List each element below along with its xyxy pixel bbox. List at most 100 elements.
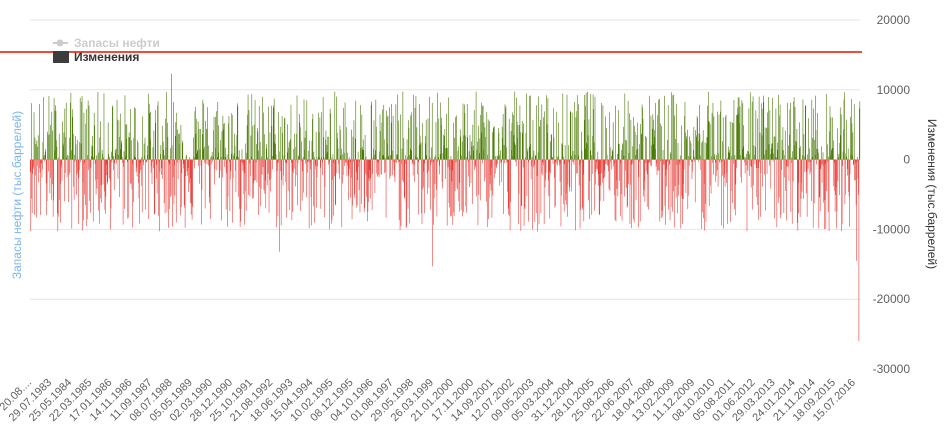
change-bar xyxy=(335,159,337,206)
change-bar xyxy=(55,110,57,160)
change-bar xyxy=(229,159,230,162)
change-bar xyxy=(356,159,357,172)
change-bar xyxy=(590,94,592,160)
change-bar xyxy=(158,159,160,162)
change-bar xyxy=(693,126,695,160)
change-bar xyxy=(216,157,218,160)
change-bar xyxy=(407,157,408,160)
change-bar xyxy=(414,107,416,160)
change-bar xyxy=(842,151,844,160)
change-bar xyxy=(769,110,771,160)
change-bar xyxy=(330,157,332,160)
change-bar xyxy=(401,148,403,160)
change-bar xyxy=(288,147,289,160)
change-bar xyxy=(248,110,250,160)
change-bar xyxy=(799,159,801,217)
change-bar xyxy=(631,159,632,229)
change-bar xyxy=(377,159,378,162)
change-bar xyxy=(256,144,257,160)
change-bar xyxy=(492,132,493,160)
change-bar xyxy=(609,159,611,192)
change-bar xyxy=(161,159,163,169)
change-bar xyxy=(541,104,543,160)
change-bar xyxy=(455,117,456,160)
change-bar xyxy=(610,147,612,160)
change-bar xyxy=(762,159,763,187)
change-bar xyxy=(661,159,663,211)
legend-item-changes[interactable]: Изменения xyxy=(53,50,139,64)
change-bar xyxy=(278,112,279,160)
change-bar xyxy=(301,159,303,201)
change-bar xyxy=(382,109,383,160)
change-bar xyxy=(719,159,720,162)
change-bar xyxy=(534,155,536,160)
change-bar xyxy=(643,159,644,197)
change-bar xyxy=(747,150,748,160)
change-bar xyxy=(623,126,624,160)
change-bar xyxy=(856,159,858,163)
change-bar xyxy=(714,156,715,160)
change-bar xyxy=(696,116,698,160)
change-bar xyxy=(226,159,227,174)
change-bar xyxy=(124,95,126,160)
change-bar xyxy=(136,159,137,168)
change-bar xyxy=(708,159,710,207)
change-bar xyxy=(769,159,770,166)
change-bar xyxy=(102,153,103,160)
change-bar xyxy=(175,159,177,223)
change-bar xyxy=(488,159,490,198)
change-bar xyxy=(363,159,365,213)
change-bar xyxy=(450,156,452,160)
change-bar xyxy=(337,148,339,160)
change-bar xyxy=(37,135,39,160)
change-bar xyxy=(722,117,724,160)
change-bar xyxy=(833,159,835,163)
change-bar xyxy=(661,126,662,160)
change-bar xyxy=(324,159,326,187)
change-bar xyxy=(518,159,520,195)
change-bar xyxy=(418,159,420,162)
change-bar xyxy=(830,117,832,160)
legend-swatch-icon xyxy=(53,51,69,63)
change-bar xyxy=(788,159,790,181)
change-bar xyxy=(174,159,176,196)
change-bar xyxy=(612,122,614,160)
change-bar xyxy=(601,159,603,175)
change-bar xyxy=(765,149,767,160)
change-bar xyxy=(649,95,650,160)
change-bar xyxy=(302,159,303,172)
change-bar xyxy=(511,149,512,160)
change-bar xyxy=(238,150,240,160)
change-bar xyxy=(408,128,410,160)
change-bar xyxy=(79,97,81,160)
change-bar xyxy=(839,159,840,196)
change-bar xyxy=(528,159,529,222)
change-bar xyxy=(655,102,656,160)
change-bar xyxy=(49,134,50,160)
change-bar xyxy=(632,159,634,220)
change-bar xyxy=(849,159,851,175)
change-bar xyxy=(625,139,627,160)
change-bar xyxy=(839,143,841,160)
change-bar xyxy=(803,159,804,199)
change-bar xyxy=(61,159,63,181)
change-bar xyxy=(421,159,422,214)
legend-label-stock: Запасы нефти xyxy=(74,36,160,50)
change-bar xyxy=(677,159,678,214)
change-bar xyxy=(397,159,399,163)
change-bar xyxy=(680,155,681,160)
change-bar xyxy=(607,159,608,166)
change-bar xyxy=(98,152,100,160)
change-bar xyxy=(297,159,298,206)
change-bar xyxy=(809,148,810,160)
change-bar xyxy=(668,159,669,210)
change-bar xyxy=(254,159,255,181)
change-bar xyxy=(160,154,161,160)
change-bar xyxy=(178,144,180,160)
change-bar xyxy=(286,152,288,160)
change-bar xyxy=(843,99,845,160)
change-bar xyxy=(312,119,313,160)
legend-item-stock[interactable]: Запасы нефти xyxy=(53,36,160,50)
change-bar xyxy=(727,157,729,160)
change-bar xyxy=(572,150,574,160)
